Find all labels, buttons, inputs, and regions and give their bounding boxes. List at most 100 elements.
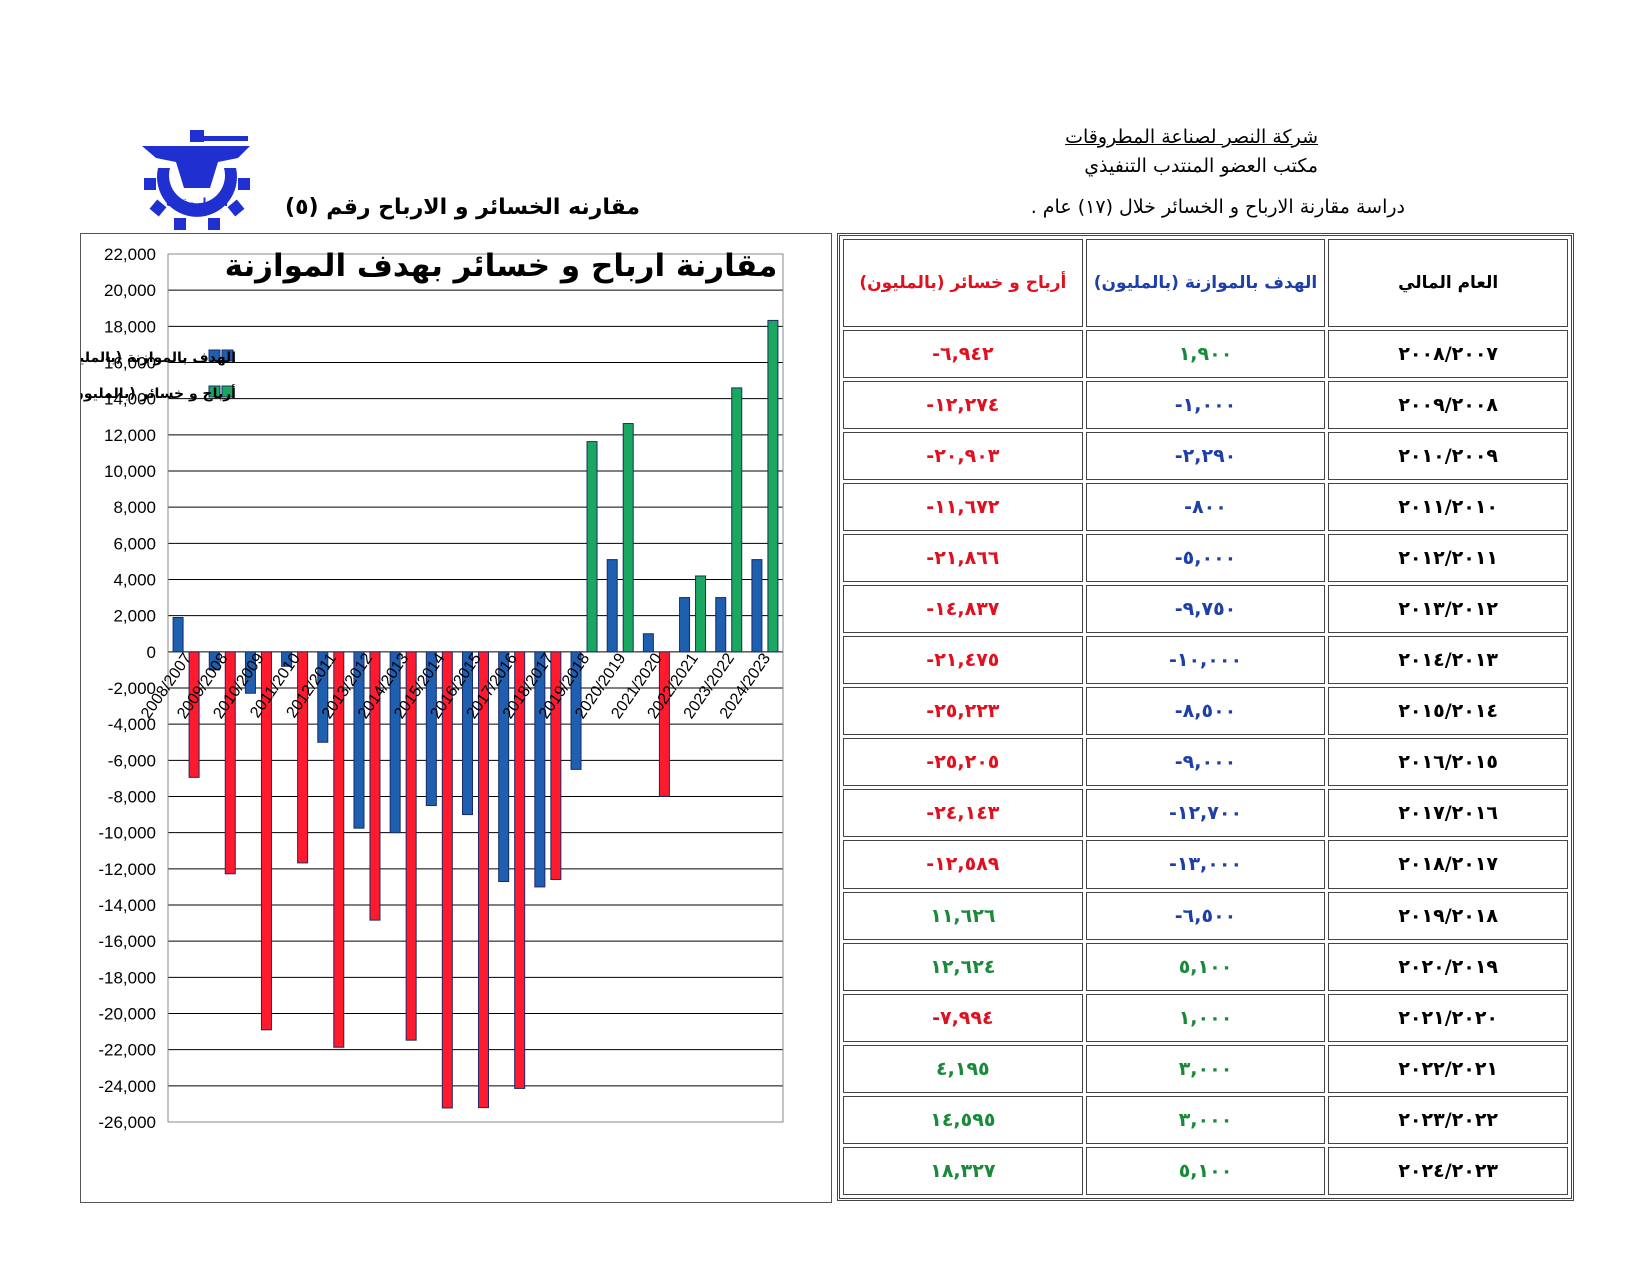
cell-year: ٢٠٢٠/٢٠١٩: [1328, 942, 1568, 991]
header-target: الهدف بالموازنة (بالمليون): [1085, 239, 1326, 327]
legend-swatch: [208, 349, 221, 362]
office-name: مكتب العضو المنتدب التنفيذي: [1084, 155, 1318, 177]
bar-target: [534, 651, 546, 888]
y-tick-label: 18,000: [104, 317, 156, 336]
cell-year: ٢٠٠٨/٢٠٠٧: [1328, 330, 1568, 379]
table-row: ٢٠١٨/٢٠١٧ ١٣,٠٠٠- ١٢,٥٨٩-: [843, 840, 1568, 889]
cell-profit-loss: ١٤,٨٣٧-: [843, 585, 1083, 634]
cell-profit-loss: ١٢,٢٧٤-: [843, 381, 1083, 430]
chart-title: مقارنة ارباح و خسائر بهدف الموازنة: [225, 248, 778, 284]
cell-year: ٢٠٢٢/٢٠٢١: [1328, 1044, 1568, 1093]
y-tick-label: -18,000: [98, 968, 156, 987]
header-profit-loss: أرباح و خسائر (بالمليون): [843, 239, 1083, 327]
bar-profit-loss: [224, 651, 236, 875]
y-tick-label: 12,000: [104, 426, 156, 445]
bar-profit-loss: [333, 651, 345, 1048]
y-tick-label: 20,000: [104, 281, 156, 300]
bar-profit-loss: [405, 651, 417, 1041]
cell-year: ٢٠١١/٢٠١٠: [1328, 483, 1568, 532]
cell-year: ٢٠١٧/٢٠١٦: [1328, 789, 1568, 838]
cell-year: ٢٠١٣/٢٠١٢: [1328, 585, 1568, 634]
cell-profit-loss: ٦,٩٤٢-: [843, 330, 1083, 379]
y-tick-label: 4,000: [113, 571, 156, 590]
cell-target: ١,٠٠٠-: [1085, 381, 1326, 430]
bar-target: [715, 597, 727, 653]
company-logo-icon: المطروقات: [142, 130, 250, 230]
y-tick-label: -26,000: [98, 1113, 156, 1132]
cell-target: ٢,٢٩٠-: [1085, 432, 1326, 481]
table-row: ٢٠١٥/٢٠١٤ ٨,٥٠٠- ٢٥,٢٢٣-: [843, 687, 1568, 736]
data-table-container: العام المالي الهدف بالموازنة (بالمليون) …: [837, 233, 1574, 1201]
bar-target: [462, 651, 473, 816]
table-row: ٢٠٢٣/٢٠٢٢ ٣,٠٠٠ ١٤,٥٩٥: [843, 1095, 1568, 1144]
table-row: ٢٠٢٢/٢٠٢١ ٣,٠٠٠ ٤,١٩٥: [843, 1044, 1568, 1093]
study-description: دراسة مقارنة الارباح و الخسائر خلال (١٧)…: [1030, 196, 1405, 218]
cell-year: ٢٠٠٩/٢٠٠٨: [1328, 381, 1568, 430]
cell-target: ١,٠٠٠: [1085, 993, 1326, 1042]
y-tick-label: -20,000: [98, 1005, 156, 1024]
bar-target: [244, 651, 256, 694]
cell-target: ٥,٠٠٠-: [1085, 534, 1326, 583]
cell-target: ٣,٠٠٠: [1085, 1044, 1326, 1093]
legend-label: الهدف بالموازنة (بالمليون): [81, 350, 236, 366]
cell-profit-loss: ٧,٩٩٤-: [843, 993, 1083, 1042]
logo-text: المطروقات: [166, 196, 228, 209]
bar-profit-loss: [622, 423, 634, 653]
cell-target: ٦,٥٠٠-: [1085, 891, 1326, 940]
bar-target: [425, 651, 437, 807]
cell-profit-loss: ١١,٦٧٢-: [843, 483, 1083, 532]
bar-profit-loss: [695, 575, 707, 653]
table-row: ٢٠١٦/٢٠١٥ ٩,٠٠٠- ٢٥,٢٠٥-: [843, 738, 1568, 787]
bar-profit-loss: [550, 651, 562, 880]
bar-target: [498, 651, 510, 882]
y-tick-label: -8,000: [108, 788, 156, 807]
y-tick-label: -6,000: [108, 751, 156, 770]
y-tick-label: -14,000: [98, 896, 156, 915]
plot-frame: [167, 253, 784, 1123]
table-row: ٢٠٢١/٢٠٢٠ ١,٠٠٠ ٧,٩٩٤-: [843, 993, 1568, 1042]
cell-profit-loss: ٢٤,١٤٣-: [843, 789, 1083, 838]
cell-profit-loss: ٢٠,٩٠٣-: [843, 432, 1083, 481]
cell-target: ٥,١٠٠: [1085, 942, 1326, 991]
table-row: ٢٠٠٩/٢٠٠٨ ١,٠٠٠- ١٢,٢٧٤-: [843, 381, 1568, 430]
cell-target: ٩,٠٠٠-: [1085, 738, 1326, 787]
cell-profit-loss: ٢٥,٢٢٣-: [843, 687, 1083, 736]
y-tick-label: 6,000: [113, 534, 156, 553]
bar-target: [208, 651, 220, 671]
table-row: ٢٠١٧/٢٠١٦ ١٢,٧٠٠- ٢٤,١٤٣-: [843, 789, 1568, 838]
bar-chart: 22,000 20,000 18,000 16,000 14,000 12,000 10,0…: [81, 245, 784, 1132]
legend-swatch: [221, 349, 234, 362]
y-tick-label: 22,000: [104, 245, 156, 264]
bar-target: [606, 559, 618, 653]
cell-target: ٨,٥٠٠-: [1085, 687, 1326, 736]
bar-target: [679, 597, 691, 653]
y-tick-label: -12,000: [98, 860, 156, 879]
bar-profit-loss: [731, 387, 743, 653]
cell-profit-loss: ٢١,٤٧٥-: [843, 636, 1083, 685]
table-header-row: العام المالي الهدف بالموازنة (بالمليون) …: [843, 239, 1568, 327]
bar-target: [751, 559, 763, 653]
bar-target: [172, 616, 184, 653]
bar-profit-loss: [297, 651, 309, 864]
table-row: ٢٠١٤/٢٠١٣ ١٠,٠٠٠- ٢١,٤٧٥-: [843, 636, 1568, 685]
cell-profit-loss: ١٤,٥٩٥: [843, 1095, 1083, 1144]
table-row: ٢٠٠٨/٢٠٠٧ ١,٩٠٠ ٦,٩٤٢-: [843, 330, 1568, 379]
cell-year: ٢٠١٤/٢٠١٣: [1328, 636, 1568, 685]
cell-profit-loss: ١١,٦٢٦: [843, 891, 1083, 940]
y-tick-label: 10,000: [104, 462, 156, 481]
cell-year: ٢٠٢٤/٢٠٢٣: [1328, 1146, 1568, 1195]
bar-target: [353, 651, 365, 829]
cell-profit-loss: ١٨,٣٢٧: [843, 1146, 1083, 1195]
table-row: ٢٠١٣/٢٠١٢ ٩,٧٥٠- ١٤,٨٣٧-: [843, 585, 1568, 634]
bar-target: [570, 651, 582, 770]
legend-swatch: [221, 385, 234, 398]
cell-profit-loss: ٢٥,٢٠٥-: [843, 738, 1083, 787]
y-tick-label: -22,000: [98, 1041, 156, 1060]
cell-profit-loss: ٤,١٩٥: [843, 1044, 1083, 1093]
bar-profit-loss: [514, 651, 526, 1089]
bar-profit-loss: [188, 651, 200, 778]
cell-year: ٢٠١٦/٢٠١٥: [1328, 738, 1568, 787]
bar-target: [642, 633, 654, 653]
legend-label: أرباح و خسائر (بالمليون): [81, 384, 236, 402]
chart-area: 22,000 20,000 18,000 16,000 14,000 12,000 10,0…: [80, 233, 832, 1203]
